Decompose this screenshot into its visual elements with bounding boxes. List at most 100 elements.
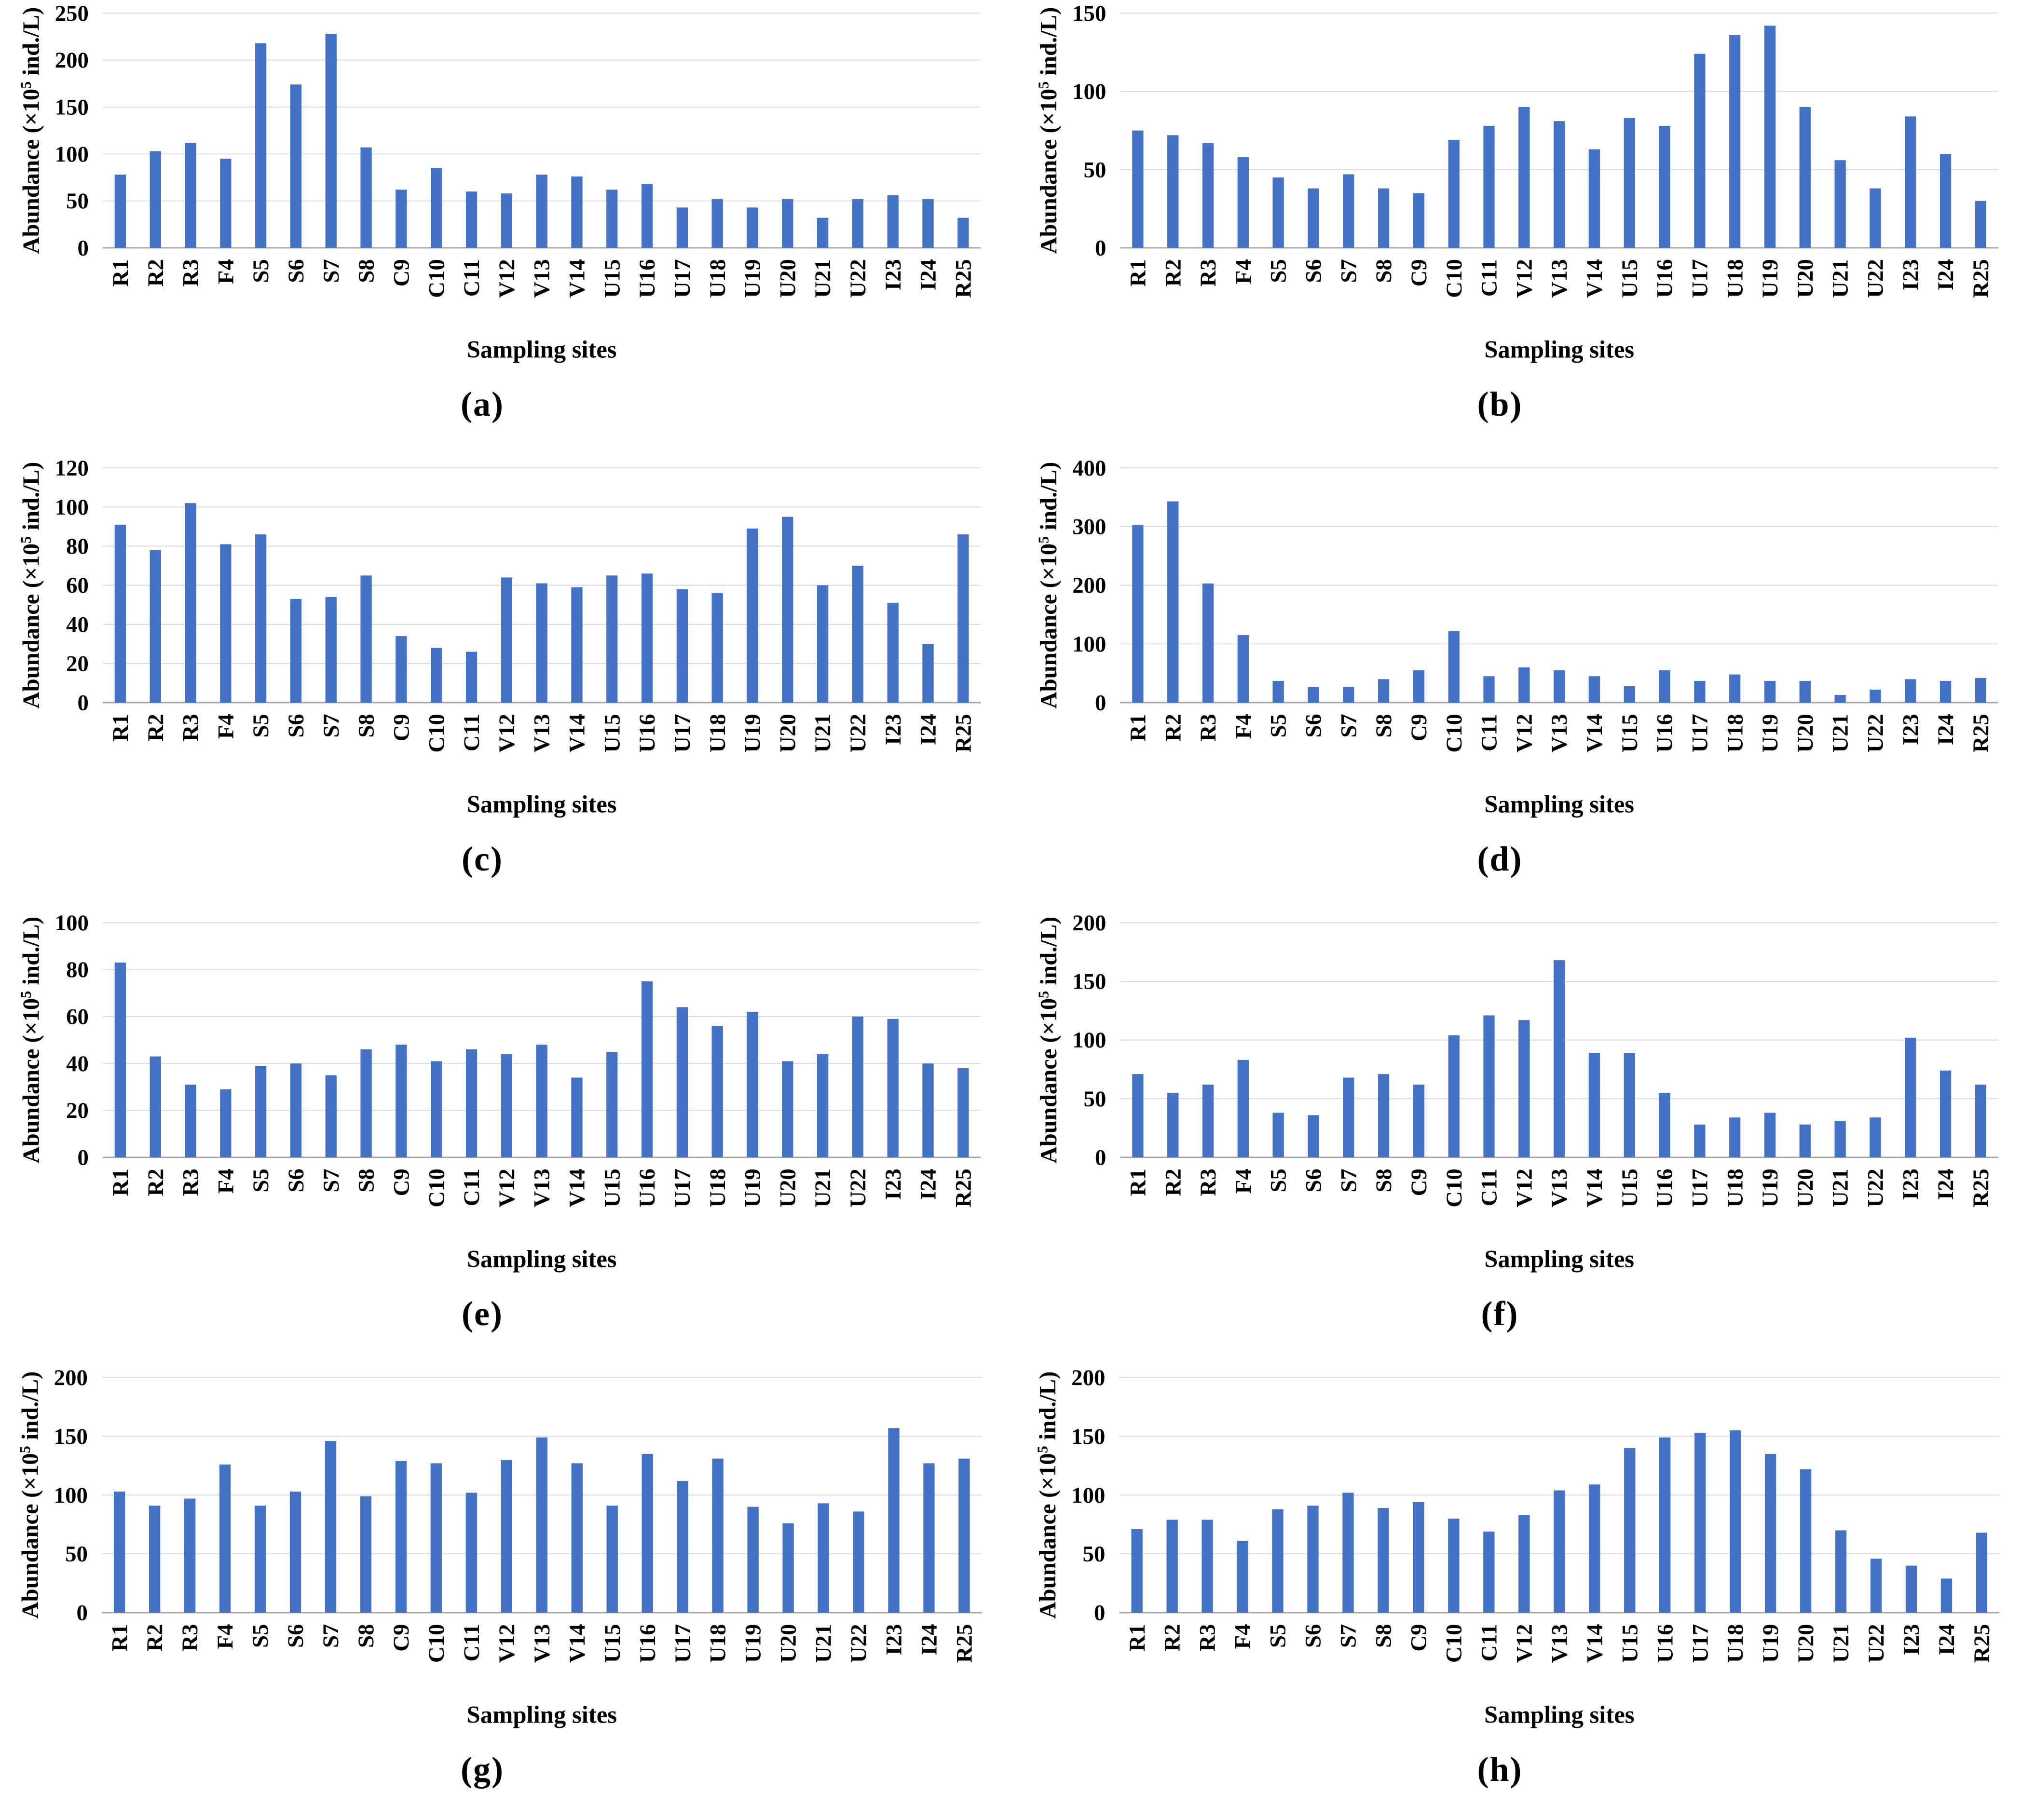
bar-U15 — [606, 1506, 618, 1613]
x-tick-label: R1 — [1125, 259, 1150, 286]
x-tick-label: U21 — [1829, 1624, 1854, 1663]
bar-R1 — [1131, 1529, 1143, 1613]
bar-V13 — [536, 1045, 547, 1157]
x-tick-label: U17 — [670, 1624, 696, 1663]
y-tick-label: 100 — [55, 910, 89, 936]
bar-U20 — [782, 199, 793, 248]
x-tick-label: U21 — [810, 259, 835, 298]
x-tick-label: V12 — [494, 259, 519, 298]
bar-S7 — [325, 1441, 337, 1613]
chart-caption-d: (d) — [1477, 839, 1523, 878]
bar-R25 — [1975, 678, 1987, 703]
y-tick-label: 100 — [1072, 632, 1106, 657]
bar-R2 — [1167, 501, 1179, 703]
bar-U21 — [817, 217, 829, 248]
bar-S8 — [360, 147, 372, 248]
chart-panel-b: 0 50 100 150 R1 R2 R3 F4 S5 S6 S7 S8 C9 C10 C11 V12 V13 V… — [1018, 0, 2035, 455]
bar-U20 — [1799, 1124, 1811, 1157]
x-tick-label: V14 — [1582, 1168, 1607, 1207]
x-axis-title: Sampling sites — [467, 336, 617, 363]
bar-U21 — [1834, 695, 1846, 703]
bar-S7 — [325, 34, 337, 248]
bar-V12 — [1518, 667, 1530, 703]
chart-caption-g: (g) — [461, 1750, 504, 1789]
x-tick-label: S7 — [319, 1168, 344, 1192]
x-tick-label: U18 — [706, 1624, 731, 1663]
x-tick-label: C11 — [459, 1168, 484, 1206]
x-tick-label: U21 — [1828, 259, 1853, 298]
x-tick-label: U21 — [1828, 714, 1853, 752]
x-tick-label: U19 — [740, 1168, 765, 1207]
x-tick-label: S6 — [1301, 1168, 1326, 1192]
bar-V14 — [1588, 676, 1600, 703]
x-tick-label: V14 — [565, 714, 590, 752]
x-tick-label: V14 — [565, 1624, 590, 1663]
bar-U17 — [1694, 1432, 1706, 1613]
x-tick-label: C11 — [1477, 1168, 1502, 1206]
bar-C9 — [1413, 1085, 1425, 1157]
bar-I24 — [1939, 1070, 1952, 1157]
x-tick-label: F4 — [213, 714, 238, 739]
bar-U20 — [782, 1523, 794, 1613]
bar-U16 — [641, 573, 653, 703]
bar-S7 — [1342, 1493, 1354, 1613]
y-tick-label: 40 — [66, 612, 89, 637]
x-tick-label: C9 — [1407, 714, 1432, 741]
x-tick-label: U19 — [1758, 1624, 1783, 1663]
bar-R1 — [114, 175, 126, 248]
x-tick-label: C10 — [1441, 1624, 1466, 1663]
bar-U17 — [677, 1480, 688, 1613]
bar-V12 — [1518, 1515, 1530, 1613]
x-tick-label: I23 — [1899, 1624, 1924, 1655]
x-tick-label: S8 — [1371, 714, 1396, 737]
x-tick-label: U17 — [1688, 1624, 1713, 1663]
bar-F4 — [220, 159, 232, 248]
x-tick-label: V13 — [1547, 259, 1572, 298]
bar-U22 — [1870, 188, 1881, 248]
y-tick-label: 100 — [55, 142, 89, 167]
bar-U15 — [1624, 686, 1635, 703]
bar-R2 — [149, 1506, 161, 1613]
x-tick-label: I24 — [916, 1168, 941, 1200]
x-tick-label: S5 — [248, 1168, 273, 1192]
x-tick-label: I23 — [881, 1168, 906, 1200]
bar-C9 — [396, 190, 407, 248]
bar-chart-f: 0 50 100 150 200 R1 R2 R3 F4 S5 S6 S7 S8 C9 C10 C11 V12 V… — [1036, 910, 1998, 1273]
y-axis-title: Abundance (×105 ind./L) — [18, 7, 44, 254]
x-tick-label: F4 — [213, 1168, 238, 1194]
x-tick-label: U20 — [775, 259, 800, 298]
chart-panel-d: 0 100 200 300 400 R1 R2 R3 F4 S5 S6 S7 S8 C9 C10 C11 V12… — [1018, 455, 2035, 910]
bar-C9 — [395, 1461, 407, 1613]
y-tick-label: 200 — [54, 1365, 88, 1390]
bar-U17 — [1694, 1124, 1706, 1157]
bar-R3 — [185, 503, 196, 703]
x-tick-label: S8 — [1371, 259, 1396, 283]
bar-U18 — [711, 1026, 723, 1157]
bar-C11 — [465, 1049, 478, 1157]
bar-S6 — [1308, 188, 1319, 248]
x-tick-label: U19 — [1758, 259, 1783, 298]
x-tick-label: U17 — [1687, 259, 1712, 298]
bar-C9 — [1413, 193, 1425, 248]
x-tick-label: R25 — [1968, 714, 1994, 752]
x-tick-label: I24 — [916, 259, 941, 290]
y-axis-title: Abundance (×105 ind./L) — [1034, 1372, 1061, 1619]
bar-R1 — [1132, 130, 1144, 248]
bar-chart-h: 0 50 100 150 200 R1 R2 R3 F4 S5 S6 S7 S8 C9 C10 C11 V12 V… — [1034, 1365, 1999, 1728]
x-tick-label: U20 — [776, 1624, 801, 1663]
y-tick-label: 150 — [55, 95, 89, 120]
bar-V14 — [571, 176, 583, 248]
bar-U22 — [1870, 1558, 1882, 1613]
y-tick-label: 80 — [66, 534, 89, 559]
bar-U19 — [747, 528, 758, 703]
bar-R3 — [1202, 143, 1214, 248]
x-tick-label: V12 — [1512, 1168, 1537, 1207]
x-tick-label: V12 — [494, 1168, 519, 1207]
y-tick-label: 300 — [1072, 515, 1106, 540]
x-tick-label: U22 — [846, 1168, 871, 1207]
bar-I23 — [1905, 679, 1916, 703]
bar-I23 — [887, 1019, 899, 1157]
x-tick-label: V13 — [1547, 1168, 1572, 1207]
x-tick-label: R25 — [951, 714, 976, 752]
x-axis-title: Sampling sites — [467, 1701, 617, 1728]
